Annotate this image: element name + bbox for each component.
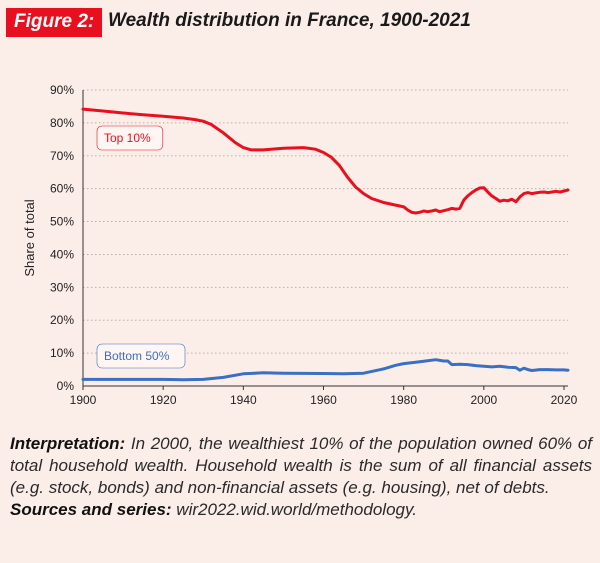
sources-note: Sources and series: wir2022.wid.world/me… bbox=[10, 499, 592, 521]
y-tick-label: 70% bbox=[50, 149, 74, 163]
interpretation-text: In 2000, the wealthiest 10% of the popul… bbox=[10, 434, 592, 497]
figure-title: Wealth distribution in France, 1900-2021 bbox=[108, 10, 471, 31]
x-tick-labels: 1900 1920 1940 1960 1980 2000 2020 bbox=[70, 393, 578, 407]
x-tick-label: 2000 bbox=[470, 393, 497, 407]
series-labels: Top 10% Bottom 50% bbox=[96, 125, 186, 369]
y-tick-label: 90% bbox=[50, 83, 74, 97]
x-tick-label: 1980 bbox=[390, 393, 417, 407]
y-tick-label: 40% bbox=[50, 247, 74, 261]
y-tick-labels: 0% 10% 20% 30% 40% 50% 60% 70% 80% 90% bbox=[50, 83, 74, 393]
sources-label: Sources and series: bbox=[10, 500, 172, 519]
wealth-line-chart: 0%10%20%30%40%50%60%70%80%90% 1900 1920 19… bbox=[22, 83, 578, 407]
figure-label: Figure 2: bbox=[6, 8, 103, 37]
interpretation-label: Interpretation: bbox=[10, 434, 126, 453]
series-line-top-10 bbox=[81, 107, 570, 215]
interpretation-note: Interpretation: In 2000, the wealthiest … bbox=[10, 433, 592, 499]
figure-notes: Interpretation: In 2000, the wealthiest … bbox=[10, 433, 592, 521]
x-tick-label: 1940 bbox=[230, 393, 257, 407]
y-tick-label: 30% bbox=[50, 280, 74, 294]
series-lines bbox=[81, 107, 570, 382]
y-tick-label: 50% bbox=[50, 215, 74, 229]
series-line-bottom-50 bbox=[81, 358, 570, 382]
y-axis-title: Share of total bbox=[22, 199, 37, 276]
x-tick-label: 1900 bbox=[70, 393, 97, 407]
series-label-box bbox=[96, 125, 164, 151]
series-label: Bottom 50% bbox=[104, 349, 170, 363]
series-label: Top 10% bbox=[104, 131, 151, 145]
x-tick-label: 1920 bbox=[150, 393, 177, 407]
y-tick-label: 10% bbox=[50, 346, 74, 360]
y-tick-label: 0% bbox=[57, 379, 75, 393]
x-tick-label: 2020 bbox=[551, 393, 578, 407]
y-tick-label: 60% bbox=[50, 182, 74, 196]
y-tick-label: 20% bbox=[50, 313, 74, 327]
x-tick-label: 1960 bbox=[310, 393, 337, 407]
sources-text: wir2022.wid.world/methodology. bbox=[171, 500, 417, 519]
y-tick-label: 80% bbox=[50, 116, 74, 130]
series-label-box bbox=[96, 343, 186, 369]
